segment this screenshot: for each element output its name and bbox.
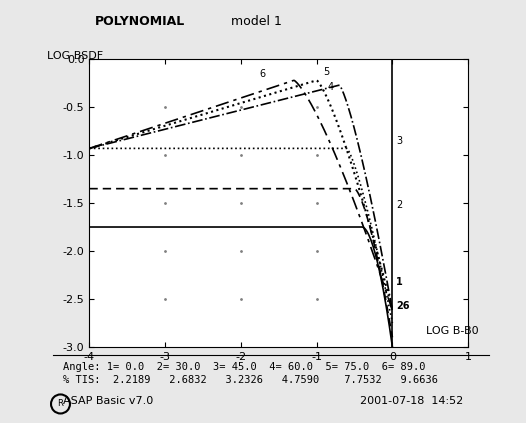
Text: R: R xyxy=(57,399,64,409)
Text: 26: 26 xyxy=(396,300,410,310)
Text: model 1: model 1 xyxy=(231,15,282,28)
Text: 3: 3 xyxy=(396,136,402,146)
Text: 2: 2 xyxy=(396,200,402,210)
Text: 2001-07-18  14:52: 2001-07-18 14:52 xyxy=(360,396,463,406)
Text: LOG B-B0: LOG B-B0 xyxy=(426,326,479,336)
Text: ASAP Basic v7.0: ASAP Basic v7.0 xyxy=(63,396,154,406)
Text: LOG BSDF: LOG BSDF xyxy=(47,51,104,61)
Text: % TIS:  2.2189   2.6832   3.2326   4.7590    7.7532   9.6636: % TIS: 2.2189 2.6832 3.2326 4.7590 7.753… xyxy=(63,375,438,385)
Text: 4: 4 xyxy=(328,82,334,92)
Text: 5: 5 xyxy=(323,66,329,77)
Text: POLYNOMIAL: POLYNOMIAL xyxy=(95,15,185,28)
Text: 6: 6 xyxy=(260,69,266,80)
Text: 1: 1 xyxy=(396,277,403,286)
Text: Angle: 1= 0.0  2= 30.0  3= 45.0  4= 60.0  5= 75.0  6= 89.0: Angle: 1= 0.0 2= 30.0 3= 45.0 4= 60.0 5=… xyxy=(63,362,426,372)
